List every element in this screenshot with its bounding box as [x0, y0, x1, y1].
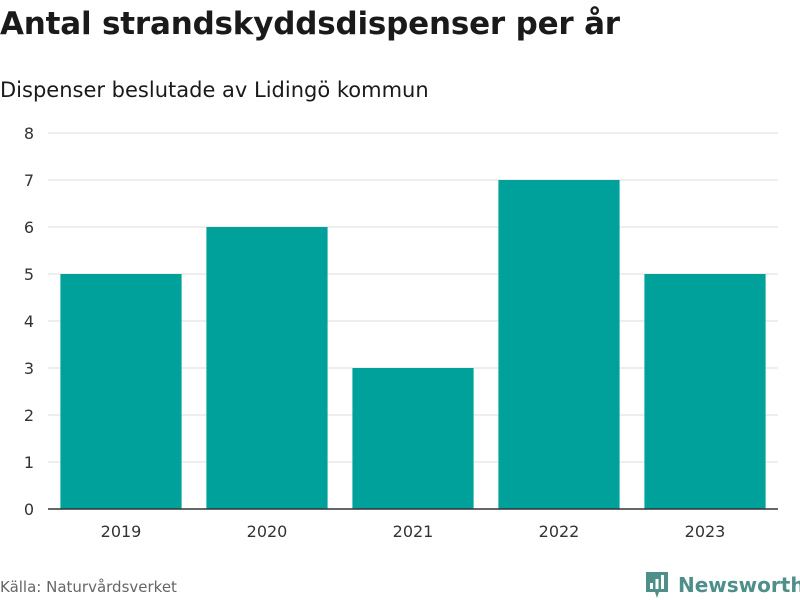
x-tick-label: 2023: [685, 522, 726, 541]
y-tick-label: 8: [24, 124, 34, 143]
brand-logo[interactable]: Newsworthy: [644, 570, 800, 600]
y-tick-label: 2: [24, 406, 34, 425]
y-tick-label: 6: [24, 218, 34, 237]
x-tick-label: 2019: [101, 522, 142, 541]
bar: [644, 274, 766, 509]
y-tick-label: 5: [24, 265, 34, 284]
chart-subtitle: Dispenser beslutade av Lidingö kommun: [0, 78, 429, 102]
source-note: Källa: Naturvårdsverket: [0, 578, 177, 596]
x-tick-label: 2021: [393, 522, 434, 541]
x-tick-label: 2020: [247, 522, 288, 541]
bar: [498, 180, 620, 509]
y-tick-label: 3: [24, 359, 34, 378]
chart-title: Antal strandskyddsdispenser per år: [0, 6, 620, 42]
bar-chart-logo-icon: [646, 572, 668, 598]
bar: [60, 274, 182, 509]
y-tick-label: 1: [24, 453, 34, 472]
bar: [206, 227, 328, 509]
bar: [352, 368, 474, 509]
x-tick-label: 2022: [539, 522, 580, 541]
y-tick-label: 0: [24, 500, 34, 519]
brand-name: Newsworthy: [678, 573, 800, 597]
y-tick-label: 7: [24, 171, 34, 190]
y-tick-label: 4: [24, 312, 34, 331]
